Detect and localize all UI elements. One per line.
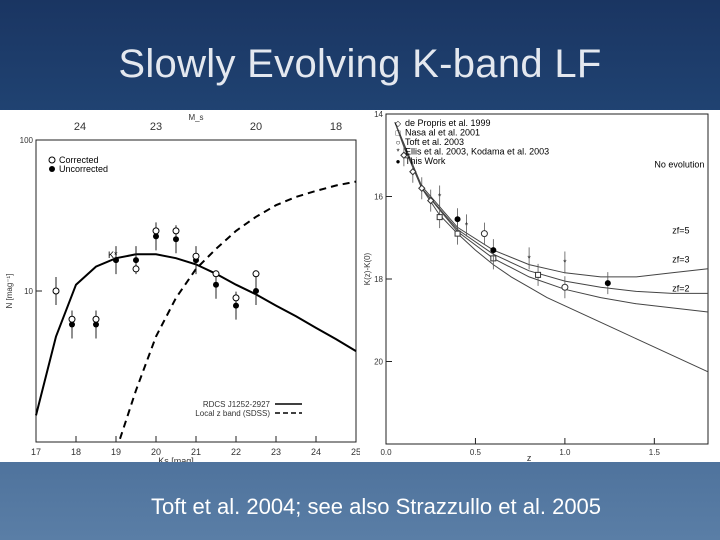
point-ellis: * bbox=[563, 258, 567, 268]
point-uncorrected bbox=[133, 257, 139, 264]
legend-label: Ellis et al. 2003, Kodama et al. 2003 bbox=[405, 147, 549, 157]
legend-label: This Work bbox=[405, 156, 446, 166]
x-tick-label: 20 bbox=[151, 447, 161, 457]
curve-label: No evolution bbox=[654, 160, 704, 170]
slide-caption: Toft et al. 2004; see also Strazzullo et… bbox=[150, 494, 602, 519]
point-uncorrected bbox=[173, 236, 179, 243]
point-corrected bbox=[152, 227, 160, 235]
point-uncorrected bbox=[153, 233, 159, 240]
point-ellis: * bbox=[527, 253, 531, 263]
x-tick-label: 1.0 bbox=[559, 448, 571, 457]
point-toft bbox=[561, 283, 569, 291]
point-uncorrected bbox=[93, 321, 99, 328]
point-corrected bbox=[68, 315, 76, 323]
legend-label-local: Local z band (SDSS) bbox=[195, 409, 270, 418]
legend-marker: * bbox=[396, 148, 399, 157]
k-magnitude-redshift-chart: 0.0 0.5 1.0 1.5 14 16 18 20 z K(z)-K(0) No evoluti… bbox=[363, 110, 709, 462]
x-axis-label: Ks [mag] bbox=[158, 456, 194, 462]
plot-frame bbox=[35, 139, 357, 443]
y-axis-label: K(z)-K(0) bbox=[363, 252, 372, 285]
point-corrected bbox=[92, 315, 100, 323]
point-uncorrected bbox=[233, 302, 239, 309]
point-uncorrected bbox=[253, 288, 259, 294]
y-tick-label: 18 bbox=[374, 275, 383, 284]
x-tick-label: 0.0 bbox=[380, 448, 392, 457]
point-uncorrected bbox=[69, 321, 75, 328]
y-axis-label: N [mag⁻¹] bbox=[5, 274, 14, 309]
legend-label: Nasa al et al. 2001 bbox=[405, 128, 480, 138]
point-uncorrected bbox=[213, 281, 219, 288]
point-corrected bbox=[212, 270, 220, 278]
luminosity-function-chart: 17 18 19 20 21 22 23 24 25 100 10 24 23 20 18 M_s Ks [ma… bbox=[5, 113, 360, 462]
x-tick-label: 23 bbox=[271, 447, 281, 457]
x-tick-label: 19 bbox=[111, 447, 121, 457]
x-tick-label: 1.5 bbox=[649, 448, 661, 457]
figure-panel: 17 18 19 20 21 22 23 24 25 100 10 24 23 20 18 M_s Ks [ma… bbox=[0, 110, 720, 462]
y-tick-label: 16 bbox=[374, 193, 383, 202]
point-corrected bbox=[252, 270, 260, 278]
point-ellis: * bbox=[438, 192, 442, 202]
point-depropris bbox=[418, 184, 426, 192]
y-tick-label: 20 bbox=[374, 358, 383, 367]
point-nasa bbox=[454, 230, 461, 237]
point-this-work bbox=[454, 216, 461, 223]
series-line-rdcs bbox=[35, 253, 357, 416]
curve-label: zf=5 bbox=[672, 226, 689, 236]
point-nasa bbox=[535, 271, 542, 278]
point-depropris bbox=[400, 151, 408, 159]
legend-marker: ◇ bbox=[395, 119, 402, 128]
point-toft bbox=[480, 230, 488, 238]
legend-label-uncorrected: Uncorrected bbox=[59, 164, 108, 174]
point-depropris bbox=[427, 196, 435, 205]
x-tick-label: 25 bbox=[351, 447, 360, 457]
y-tick-label: 14 bbox=[374, 110, 383, 119]
legend-marker: □ bbox=[396, 129, 401, 138]
y-tick-label: 10 bbox=[24, 287, 33, 296]
x-tick-label: 24 bbox=[311, 447, 321, 457]
y-tick-label: 100 bbox=[20, 136, 34, 145]
point-depropris bbox=[409, 168, 417, 176]
point-this-work bbox=[604, 280, 611, 287]
slide-title: Slowly Evolving K-band LF bbox=[118, 42, 602, 86]
x-tick-label: 21 bbox=[191, 447, 201, 457]
legend-label-corrected: Corrected bbox=[59, 155, 99, 165]
x-tick-label: 22 bbox=[231, 447, 241, 457]
point-corrected bbox=[132, 265, 140, 273]
top-tick-label: 18 bbox=[330, 121, 342, 133]
point-corrected bbox=[232, 294, 240, 302]
top-tick-label: 20 bbox=[250, 121, 262, 133]
point-corrected bbox=[52, 287, 60, 295]
annotation-kstar: K* bbox=[108, 250, 118, 260]
series-line-local-sdss bbox=[119, 180, 357, 440]
curve-label: zf=3 bbox=[672, 255, 689, 265]
legend-marker-uncorrected bbox=[49, 166, 55, 172]
point-nasa bbox=[436, 214, 443, 221]
legend-marker: ○ bbox=[396, 138, 401, 147]
x-tick-label: 0.5 bbox=[470, 448, 482, 457]
top-tick-label: 24 bbox=[74, 121, 86, 133]
point-uncorrected bbox=[113, 257, 119, 264]
point-corrected bbox=[172, 227, 180, 235]
legend-label: Toft et al. 2003 bbox=[405, 137, 464, 147]
point-ellis: * bbox=[465, 220, 469, 230]
point-corrected bbox=[192, 252, 200, 260]
legend-label: de Propris et al. 1999 bbox=[405, 118, 491, 128]
point-this-work bbox=[490, 247, 497, 254]
x-tick-label: 17 bbox=[31, 447, 41, 457]
top-axis-label: M_s bbox=[188, 113, 203, 122]
curve-label: zf=2 bbox=[672, 283, 689, 293]
x-axis-label: z bbox=[527, 453, 532, 462]
x-tick-label: 18 bbox=[71, 447, 81, 457]
legend-label-rdcs: RDCS J1252-2927 bbox=[203, 400, 271, 409]
top-tick-label: 23 bbox=[150, 121, 162, 133]
legend-marker: ● bbox=[396, 157, 401, 166]
legend-marker-corrected bbox=[48, 156, 56, 164]
